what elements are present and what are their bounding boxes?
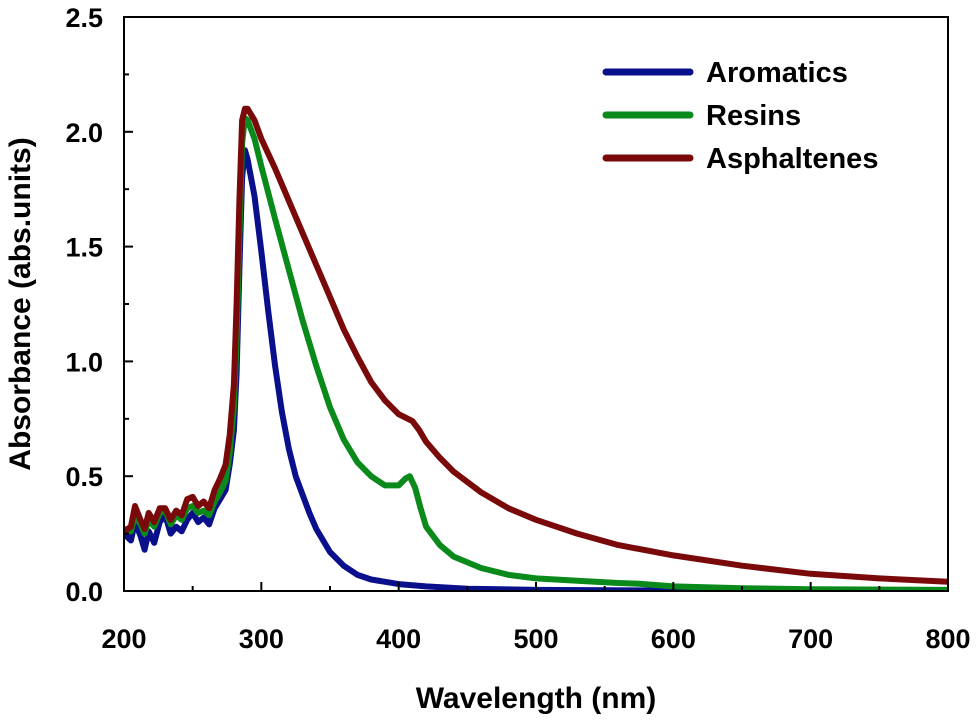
legend-label-asphaltenes: Asphaltenes xyxy=(706,143,878,175)
x-tick-label: 200 xyxy=(101,624,146,654)
plot-frame xyxy=(123,16,949,592)
y-axis: 0.0 0.5 1.0 1.5 2.0 2.5 xyxy=(65,3,133,607)
legend-label-aromatics: Aromatics xyxy=(706,57,848,89)
series-line-resins xyxy=(124,115,948,592)
series-line-aromatics xyxy=(124,147,948,592)
y-tick-label: 1.5 xyxy=(65,233,103,263)
y-tick-label: 1.0 xyxy=(65,347,103,377)
x-axis: 200 300 400 500 600 700 800 xyxy=(101,582,971,654)
y-tick-label: 0.0 xyxy=(65,577,103,607)
x-tick-label: 300 xyxy=(239,624,284,654)
y-tick-label: 2.0 xyxy=(65,118,103,148)
y-tick-label: 0.5 xyxy=(65,462,103,492)
legend-label-resins: Resins xyxy=(706,100,801,132)
x-tick-label: 800 xyxy=(925,624,970,654)
y-axis-title: Absorbance (abs.units) xyxy=(4,137,37,470)
x-tick-label: 400 xyxy=(376,624,421,654)
x-tick-label: 500 xyxy=(513,624,558,654)
x-tick-label: 700 xyxy=(788,624,833,654)
series-line-asphaltenes xyxy=(124,105,948,585)
legend: Aromatics Resins Asphaltenes xyxy=(602,57,878,175)
y-tick-label: 2.5 xyxy=(65,3,103,33)
x-tick-label: 600 xyxy=(651,624,696,654)
x-axis-title: Wavelength (nm) xyxy=(416,682,657,715)
series-layer xyxy=(124,105,948,592)
